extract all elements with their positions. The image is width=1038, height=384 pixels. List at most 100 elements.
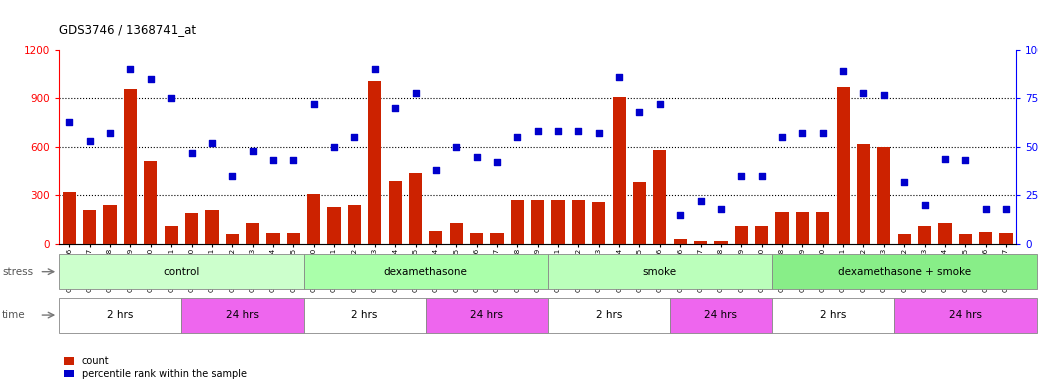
Point	[81, 138, 98, 144]
Bar	[246, 223, 260, 244]
Point	[448, 144, 465, 150]
Text: 24 hrs: 24 hrs	[949, 310, 982, 320]
Bar	[124, 89, 137, 244]
Point	[407, 89, 424, 96]
Point	[896, 179, 912, 185]
Point	[428, 167, 444, 173]
Bar	[877, 147, 891, 244]
Bar	[979, 232, 992, 244]
Point	[733, 173, 749, 179]
Point	[102, 130, 118, 136]
Point	[224, 173, 241, 179]
Text: GDS3746 / 1368741_at: GDS3746 / 1368741_at	[59, 23, 196, 36]
Text: control: control	[163, 266, 199, 277]
Bar	[775, 212, 789, 244]
Text: 2 hrs: 2 hrs	[596, 310, 622, 320]
Point	[285, 157, 302, 164]
Point	[142, 76, 159, 82]
Bar	[83, 210, 97, 244]
Point	[610, 74, 627, 80]
Bar	[430, 231, 442, 244]
Text: 24 hrs: 24 hrs	[470, 310, 503, 320]
Text: dexamethasone: dexamethasone	[384, 266, 468, 277]
Text: 2 hrs: 2 hrs	[352, 310, 378, 320]
Bar	[490, 233, 503, 244]
FancyBboxPatch shape	[182, 298, 303, 333]
Bar	[755, 226, 768, 244]
Text: 2 hrs: 2 hrs	[107, 310, 134, 320]
Point	[61, 119, 78, 125]
Point	[815, 130, 831, 136]
Point	[184, 150, 200, 156]
Bar	[735, 226, 748, 244]
Bar	[938, 223, 952, 244]
Bar	[714, 241, 728, 244]
Bar	[837, 87, 850, 244]
Point	[489, 159, 506, 166]
Bar	[796, 212, 809, 244]
Bar	[327, 207, 340, 244]
FancyBboxPatch shape	[303, 254, 548, 289]
FancyBboxPatch shape	[426, 298, 548, 333]
Point	[672, 212, 688, 218]
Point	[591, 130, 607, 136]
Bar	[165, 226, 177, 244]
FancyBboxPatch shape	[772, 298, 894, 333]
FancyBboxPatch shape	[303, 298, 426, 333]
Bar	[653, 150, 666, 244]
Point	[387, 105, 404, 111]
Point	[713, 206, 730, 212]
Bar	[144, 161, 158, 244]
Bar	[185, 213, 198, 244]
Bar	[572, 200, 585, 244]
Bar	[409, 173, 422, 244]
Bar	[286, 233, 300, 244]
Point	[570, 128, 586, 134]
Bar	[470, 233, 484, 244]
Bar	[856, 144, 870, 244]
FancyBboxPatch shape	[59, 254, 303, 289]
Bar	[551, 200, 565, 244]
Point	[794, 130, 811, 136]
FancyBboxPatch shape	[894, 298, 1037, 333]
Point	[692, 198, 709, 204]
Bar	[612, 97, 626, 244]
Point	[998, 206, 1014, 212]
Text: dexamethasone + smoke: dexamethasone + smoke	[838, 266, 971, 277]
Point	[875, 91, 892, 98]
Text: stress: stress	[2, 266, 33, 277]
Bar	[674, 239, 687, 244]
Bar	[633, 182, 646, 244]
Point	[529, 128, 546, 134]
Point	[305, 101, 322, 107]
Point	[163, 95, 180, 101]
Point	[346, 134, 362, 140]
Bar	[449, 223, 463, 244]
Point	[936, 156, 953, 162]
Bar	[898, 234, 910, 244]
Bar	[225, 234, 239, 244]
Bar	[918, 226, 931, 244]
Bar	[959, 234, 972, 244]
Text: smoke: smoke	[643, 266, 677, 277]
FancyBboxPatch shape	[772, 254, 1037, 289]
Bar	[104, 205, 116, 244]
Bar	[206, 210, 219, 244]
Bar	[816, 212, 829, 244]
Bar	[531, 200, 544, 244]
Bar	[267, 233, 279, 244]
Bar	[62, 192, 76, 244]
Bar	[348, 205, 361, 244]
Point	[244, 148, 261, 154]
Point	[855, 89, 872, 96]
Text: time: time	[2, 310, 26, 320]
Point	[835, 68, 851, 74]
FancyBboxPatch shape	[548, 254, 772, 289]
Text: 24 hrs: 24 hrs	[226, 310, 258, 320]
Point	[917, 202, 933, 208]
Point	[509, 134, 525, 140]
Bar	[511, 200, 524, 244]
FancyBboxPatch shape	[548, 298, 671, 333]
Bar	[307, 194, 321, 244]
Bar	[592, 202, 605, 244]
